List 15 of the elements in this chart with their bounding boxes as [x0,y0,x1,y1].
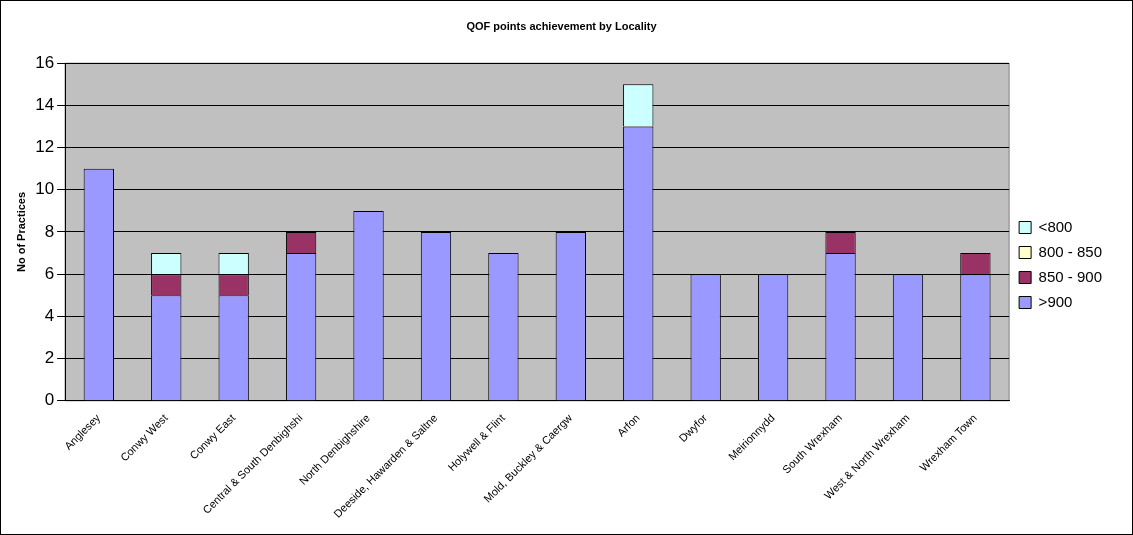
y-tick-label: 8 [44,221,55,241]
y-tick-label: 14 [35,95,55,115]
y-tick-label: 6 [44,263,55,283]
y-tick-label: 2 [44,348,55,368]
y-tick-label: 10 [35,179,55,199]
y-tick-label: 0 [44,390,55,410]
y-tick-label: 4 [44,306,55,326]
chart-title: QOF points achievement by Locality [466,19,658,32]
y-tick-label: 16 [35,52,55,72]
y-axis-title: No of Practices [14,191,27,273]
legend-label: >900 [1038,292,1073,310]
legend-label: <800 [1038,217,1073,235]
legend-label: 800 - 850 [1038,242,1103,260]
y-tick-label: 12 [35,137,55,157]
legend-label: 850 - 900 [1038,267,1103,285]
